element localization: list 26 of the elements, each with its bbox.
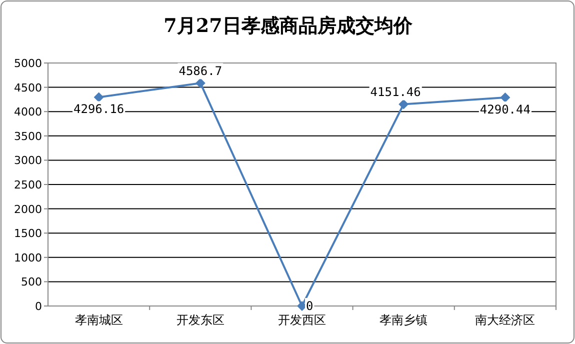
y-tick-label: 1000	[14, 251, 42, 264]
data-label: 4151.46	[370, 85, 421, 100]
y-tick-label: 2500	[14, 178, 42, 192]
data-label: 4586.7	[178, 64, 222, 78]
y-tick-label: 1500	[14, 227, 42, 240]
y-tick-label: 3500	[14, 130, 42, 143]
x-tick-label: 开发东区	[176, 313, 224, 327]
x-tick-label: 南大经济区	[475, 313, 536, 327]
y-tick-label: 4500	[14, 81, 42, 94]
x-tick-label: 孝南城区	[74, 313, 123, 327]
x-tick-label: 开发西区	[278, 313, 326, 327]
y-tick-label: 2000	[14, 202, 42, 216]
data-label: 4296.16	[74, 102, 124, 116]
y-tick-label: 4000	[14, 106, 42, 119]
point	[94, 92, 104, 102]
x-tick-label: 孝南乡镇	[380, 313, 428, 327]
y-tick-label: 0	[35, 300, 42, 313]
point	[398, 99, 409, 110]
chart-title: 7月27日孝感商品房成交均价	[164, 15, 414, 37]
data-label: 4290.44	[480, 102, 530, 116]
point	[195, 78, 206, 88]
y-tick-label: 5000	[14, 57, 42, 70]
y-tick-label: 3000	[14, 154, 42, 168]
point	[500, 92, 510, 102]
y-tick-label: 500	[21, 276, 42, 289]
data-label: 0	[306, 299, 314, 313]
